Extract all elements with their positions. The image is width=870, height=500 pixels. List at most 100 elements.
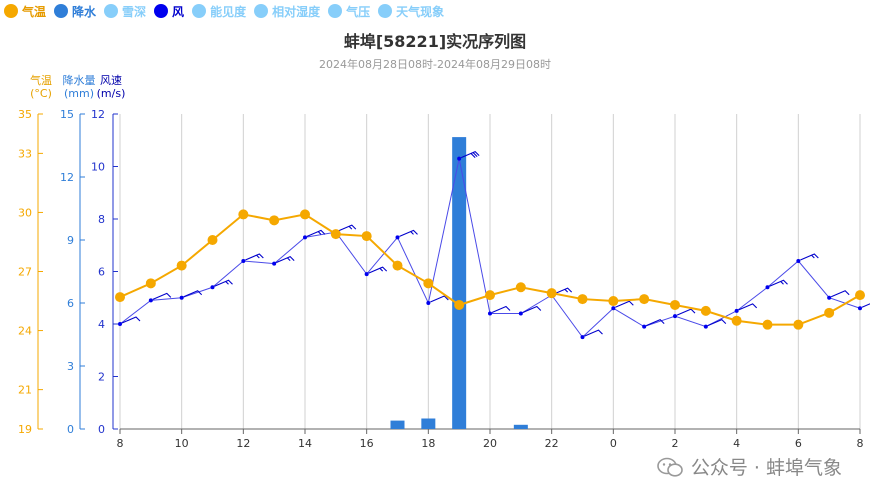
- x-tick-label: 6: [795, 437, 802, 450]
- temp-axis-tick-label: 35: [18, 108, 32, 121]
- wind-barb: [121, 316, 141, 324]
- temp-point: [485, 290, 495, 301]
- legend-marker: [4, 4, 18, 18]
- legend-label: 雪深: [122, 4, 147, 19]
- wind-barb: [645, 318, 665, 327]
- temp-point: [115, 292, 125, 303]
- wind-barb: [830, 290, 850, 298]
- legend-label: 相对湿度: [272, 4, 321, 19]
- wind-axis-tick-label: 6: [98, 266, 105, 279]
- wind-barb: [707, 318, 727, 327]
- precip-axis-tick-label: 3: [67, 360, 74, 373]
- wind-point: [426, 301, 431, 305]
- temp-point: [300, 209, 310, 220]
- wind-axis-tick-label: 0: [98, 423, 105, 436]
- temp-point: [515, 282, 526, 293]
- temp-point: [577, 294, 588, 305]
- x-tick-label: 10: [175, 437, 189, 450]
- legend-item[interactable]: 雪深: [104, 3, 146, 20]
- wind-barb: [399, 229, 418, 237]
- wind-point: [148, 298, 153, 303]
- temp-point: [608, 296, 619, 307]
- temp-axis-tick-label: 30: [18, 206, 32, 219]
- wind-barb: [553, 287, 573, 295]
- wind-point: [765, 285, 770, 290]
- wind-barb: [861, 303, 870, 308]
- legend-marker: [254, 4, 269, 18]
- chart-legend: 气温 降水 雪深 风 能见度 相对湿度 气压 天气现象: [4, 2, 452, 20]
- x-tick-label: 18: [421, 437, 435, 450]
- legend-marker: [192, 4, 207, 18]
- wind-point: [118, 322, 122, 326]
- legend-marker: [378, 4, 393, 18]
- legend-item[interactable]: 能见度: [192, 3, 246, 20]
- wind-point: [303, 235, 307, 240]
- wind-barb: [800, 253, 819, 261]
- wind-point: [703, 324, 708, 329]
- precip-axis-title: 降水量 (mm): [62, 74, 96, 100]
- wind-point: [210, 285, 215, 290]
- wind-point: [518, 311, 523, 316]
- precip-axis-tick-label: 6: [67, 297, 74, 310]
- wechat-icon: [657, 457, 683, 477]
- chart-title: 蚌埠[58221]实况序列图: [343, 32, 527, 51]
- wind-barb: [615, 300, 634, 308]
- wind-barb: [275, 255, 295, 264]
- wind-point: [364, 272, 369, 277]
- wind-point: [827, 295, 832, 300]
- wind-point: [272, 261, 277, 266]
- wind-axis-tick-label: 8: [98, 213, 105, 226]
- x-tick-label: 12: [236, 437, 250, 450]
- watermark: 公众号 · 蚌埠气象: [657, 453, 842, 480]
- wind-axis-tick-label: 10: [91, 161, 105, 174]
- temp-axis-tick-label: 33: [18, 147, 32, 160]
- legend-item[interactable]: 气压: [328, 3, 370, 20]
- temp-axis-tick-label: 24: [18, 325, 32, 338]
- legend-marker: [54, 4, 69, 18]
- wind-barb: [368, 266, 388, 274]
- precip-axis-tick-label: 0: [67, 423, 74, 436]
- wind-barb: [522, 305, 542, 314]
- temp-axis-tick-label: 27: [18, 266, 32, 279]
- legend-item[interactable]: 风: [154, 3, 184, 20]
- x-tick-label: 20: [483, 437, 497, 450]
- temp-point: [423, 278, 434, 289]
- temp-point: [824, 307, 835, 318]
- watermark-text: 公众号 · 蚌埠气象: [690, 457, 842, 479]
- x-tick-label: 22: [545, 437, 559, 450]
- legend-label: 风: [172, 4, 185, 19]
- legend-label: 气压: [346, 4, 371, 19]
- temp-point: [392, 260, 403, 271]
- precip-bar: [390, 420, 405, 429]
- temp-point: [145, 278, 156, 289]
- legend-item[interactable]: 气温: [4, 3, 46, 20]
- legend-marker: [328, 4, 343, 18]
- wind-barb: [337, 224, 357, 232]
- wind-point: [395, 235, 400, 240]
- temp-point: [670, 299, 680, 310]
- temp-point: [546, 288, 557, 299]
- legend-label: 能见度: [210, 4, 247, 19]
- legend-item[interactable]: 相对湿度: [254, 3, 320, 20]
- wind-barb: [245, 253, 264, 261]
- wind-barb: [306, 229, 326, 237]
- legend-item[interactable]: 降水: [54, 3, 96, 20]
- wind-point: [179, 295, 184, 300]
- wind-point: [642, 324, 647, 329]
- legend-item[interactable]: 天气现象: [378, 3, 444, 20]
- wind-barb: [430, 295, 449, 303]
- x-tick-label: 16: [360, 437, 374, 450]
- wind-point: [457, 156, 462, 161]
- temp-point: [361, 231, 372, 242]
- x-tick-label: 14: [298, 437, 312, 450]
- temp-axis-tick-label: 19: [18, 423, 32, 436]
- precip-axis-tick-label: 12: [60, 171, 74, 184]
- wind-point: [611, 306, 616, 311]
- wind-barb: [676, 308, 696, 316]
- temp-point: [731, 315, 742, 326]
- x-tick-label: 4: [733, 437, 740, 450]
- chart-subtitle: 2024年08月28日08时-2024年08月29日08时: [319, 58, 551, 71]
- x-tick-label: 2: [672, 437, 679, 450]
- x-tick-label: 8: [857, 437, 864, 450]
- temp-point: [700, 305, 711, 316]
